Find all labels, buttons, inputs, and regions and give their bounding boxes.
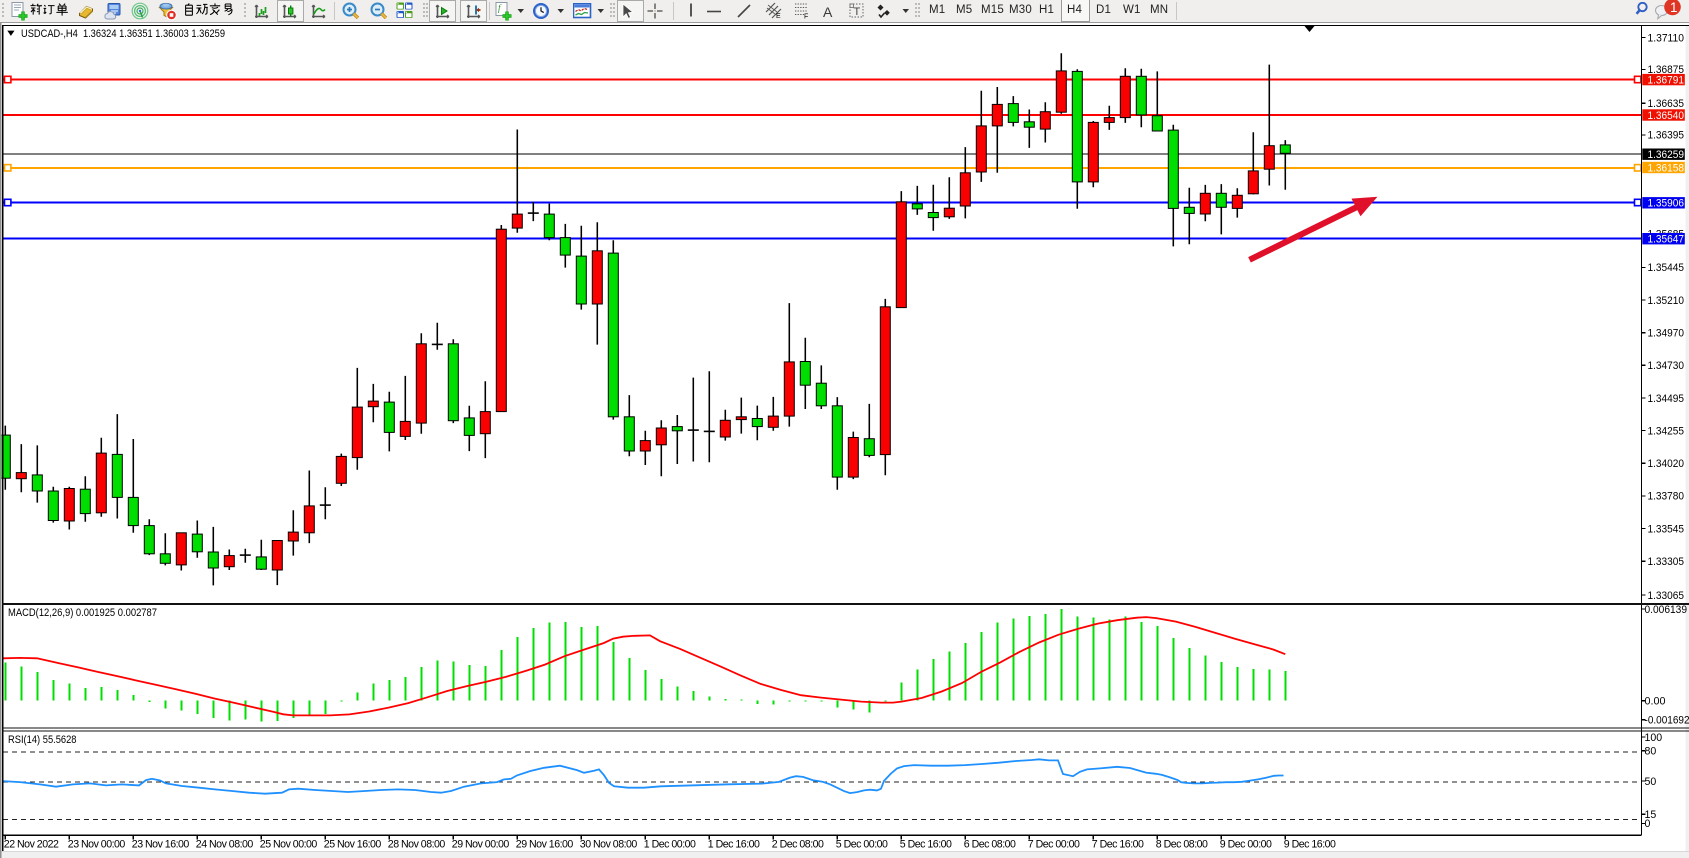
svg-text:9 Dec 00:00: 9 Dec 00:00	[1220, 839, 1272, 851]
svg-text:1.35445: 1.35445	[1648, 262, 1685, 274]
svg-text:f: f	[498, 3, 502, 13]
svg-text:1.36635: 1.36635	[1648, 98, 1685, 110]
svg-text:1.36875: 1.36875	[1648, 64, 1685, 76]
svg-text:100: 100	[1645, 732, 1663, 744]
svg-text:1.34495: 1.34495	[1648, 393, 1685, 405]
svg-text:0.00: 0.00	[1645, 696, 1666, 708]
svg-text:8 Dec 08:00: 8 Dec 08:00	[1156, 839, 1208, 851]
svg-text:80: 80	[1645, 746, 1657, 758]
svg-text:F: F	[804, 14, 808, 21]
svg-text:MACD(12,26,9) 0.001925 0.00278: MACD(12,26,9) 0.001925 0.002787	[8, 607, 157, 619]
svg-text:RSI(14) 55.5628: RSI(14) 55.5628	[8, 734, 77, 746]
svg-text:USDCAD-,H4 1.36324 1.36351 1.: USDCAD-,H4 1.36324 1.36351 1.36003 1.362…	[21, 28, 225, 40]
svg-text:0: 0	[1645, 818, 1651, 830]
svg-text:1.33780: 1.33780	[1648, 491, 1685, 503]
svg-text:1.36158: 1.36158	[1648, 162, 1685, 174]
svg-text:1.37110: 1.37110	[1648, 32, 1685, 44]
svg-text:25 Nov 16:00: 25 Nov 16:00	[324, 839, 382, 851]
svg-text:E: E	[776, 13, 781, 20]
svg-text:5 Dec 16:00: 5 Dec 16:00	[900, 839, 952, 851]
svg-text:23 Nov 00:00: 23 Nov 00:00	[68, 839, 126, 851]
svg-text:1.35906: 1.35906	[1648, 198, 1685, 210]
svg-text:15: 15	[1645, 809, 1657, 821]
svg-text:1.34255: 1.34255	[1648, 425, 1685, 437]
svg-text:1: 1	[1670, 0, 1678, 15]
svg-text:1.36540: 1.36540	[1648, 110, 1685, 122]
svg-text:1.33545: 1.33545	[1648, 523, 1685, 535]
svg-text:22 Nov 2022: 22 Nov 2022	[4, 839, 59, 851]
svg-text:1.36395: 1.36395	[1648, 130, 1685, 142]
svg-text:-0.001692: -0.001692	[1645, 715, 1689, 727]
svg-text:1.35210: 1.35210	[1648, 295, 1685, 307]
svg-text:T: T	[854, 6, 861, 18]
svg-text:1.33305: 1.33305	[1648, 556, 1685, 568]
svg-text:6 Dec 08:00: 6 Dec 08:00	[964, 839, 1016, 851]
svg-text:5 Dec 00:00: 5 Dec 00:00	[836, 839, 888, 851]
svg-text:1.34020: 1.34020	[1648, 458, 1685, 470]
svg-text:1.34730: 1.34730	[1648, 360, 1685, 372]
svg-text:1.35647: 1.35647	[1648, 234, 1685, 246]
svg-text:0.006139: 0.006139	[1645, 604, 1688, 616]
svg-text:24 Nov 08:00: 24 Nov 08:00	[196, 839, 254, 851]
svg-text:25 Nov 00:00: 25 Nov 00:00	[260, 839, 318, 851]
svg-text:30 Nov 08:00: 30 Nov 08:00	[580, 839, 638, 851]
svg-text:1.33065: 1.33065	[1648, 590, 1685, 602]
svg-text:29 Nov 00:00: 29 Nov 00:00	[452, 839, 510, 851]
svg-text:7 Dec 16:00: 7 Dec 16:00	[1092, 839, 1144, 851]
svg-text:9 Dec 16:00: 9 Dec 16:00	[1284, 839, 1336, 851]
svg-text:1.34970: 1.34970	[1648, 328, 1685, 340]
svg-text:2 Dec 08:00: 2 Dec 08:00	[772, 839, 824, 851]
svg-text:7 Dec 00:00: 7 Dec 00:00	[1028, 839, 1080, 851]
svg-text:1 Dec 00:00: 1 Dec 00:00	[644, 839, 696, 851]
svg-text:23 Nov 16:00: 23 Nov 16:00	[132, 839, 190, 851]
svg-text:50: 50	[1645, 776, 1657, 788]
svg-text:28 Nov 08:00: 28 Nov 08:00	[388, 839, 446, 851]
svg-text:1.36259: 1.36259	[1648, 149, 1685, 161]
svg-text:1.36791: 1.36791	[1648, 75, 1685, 87]
svg-text:29 Nov 16:00: 29 Nov 16:00	[516, 839, 574, 851]
svg-text:1 Dec 16:00: 1 Dec 16:00	[708, 839, 760, 851]
